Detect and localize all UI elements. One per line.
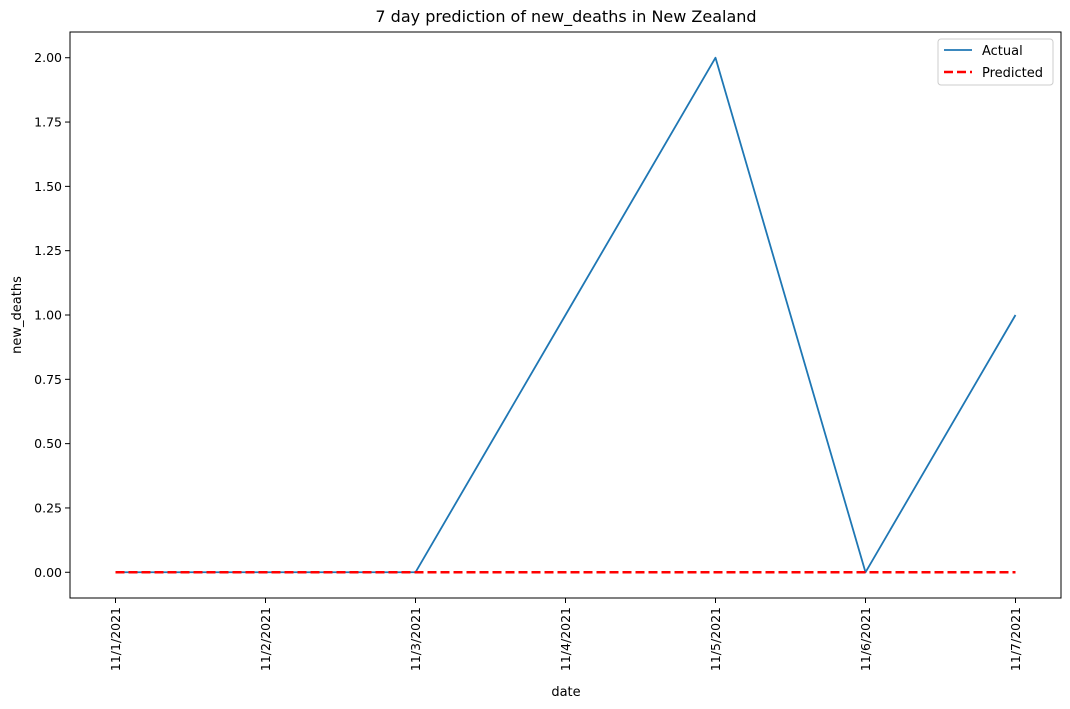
x-axis-title: date: [551, 685, 580, 700]
y-tick-label: 1.75: [34, 115, 62, 130]
y-tick-label: 1.00: [34, 308, 62, 323]
chart-title: 7 day prediction of new_deaths in New Ze…: [375, 7, 756, 27]
y-tick-label: 0.50: [34, 436, 62, 451]
x-axis-ticks: 11/1/2021 11/2/2021 11/3/2021 11/4/2021 11/5…: [108, 598, 1023, 671]
plot-frame: [69, 31, 1062, 599]
y-axis-ticks: 0.00 0.25 0.50 0.75 1.00 1.25 1.50 1.75 2.00: [34, 50, 70, 580]
series-layer: [115, 56, 1017, 574]
x-tick-label: 11/2/2021: [258, 607, 273, 671]
x-tick-label: 11/5/2021: [708, 607, 723, 671]
y-tick-label: 0.75: [34, 372, 62, 387]
x-tick-label: 11/6/2021: [858, 607, 873, 671]
y-tick-label: 1.50: [34, 179, 62, 194]
legend-label-actual: Actual: [982, 44, 1023, 59]
y-tick-label: 2.00: [34, 50, 62, 65]
x-tick-label: 11/7/2021: [1008, 607, 1023, 671]
x-tick-label: 11/4/2021: [558, 607, 573, 671]
y-tick-label: 1.25: [34, 243, 62, 258]
x-tick-label: 11/3/2021: [408, 607, 423, 671]
y-tick-label: 0.00: [34, 565, 62, 580]
legend-label-predicted: Predicted: [982, 66, 1043, 81]
y-tick-label: 0.25: [34, 500, 62, 515]
legend: Actual Predicted: [937, 38, 1054, 86]
x-tick-label: 11/1/2021: [108, 607, 123, 671]
y-axis-title: new_deaths: [10, 276, 25, 354]
